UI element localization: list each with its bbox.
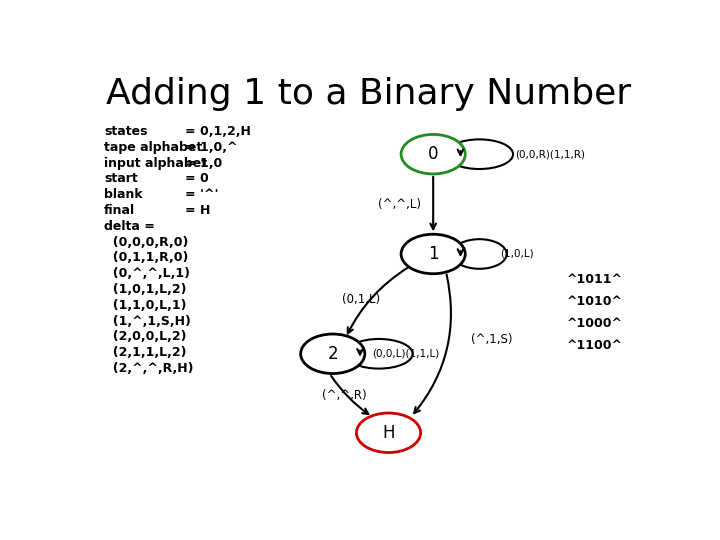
Text: = 0: = 0 [185,172,209,186]
Ellipse shape [356,413,420,453]
Text: H: H [382,424,395,442]
Text: (^,^,R): (^,^,R) [322,389,366,402]
Text: (2,0,0,L,2): (2,0,0,L,2) [104,330,186,343]
Text: = '^': = '^' [185,188,218,201]
Text: tape alphabet: tape alphabet [104,141,202,154]
Text: (0,0,0,R,0): (0,0,0,R,0) [104,235,189,249]
Text: (0,1,1,R,0): (0,1,1,R,0) [104,252,189,265]
Text: = 1,0,^: = 1,0,^ [185,141,238,154]
Text: (1,^,1,S,H): (1,^,1,S,H) [104,315,191,328]
Ellipse shape [301,334,365,374]
Text: delta =: delta = [104,220,155,233]
Ellipse shape [446,139,513,169]
Text: (1,0,L): (1,0,L) [500,249,534,259]
Text: 1: 1 [428,245,438,263]
Text: 2: 2 [328,345,338,363]
Text: (^,^,L): (^,^,L) [378,198,421,211]
Ellipse shape [401,234,465,274]
Text: (2,1,1,L,2): (2,1,1,L,2) [104,346,186,359]
Text: start: start [104,172,138,186]
Text: (1,0,1,L,2): (1,0,1,L,2) [104,283,186,296]
Ellipse shape [346,339,413,369]
Text: (2,^,^,R,H): (2,^,^,R,H) [104,362,194,375]
Text: blank: blank [104,188,143,201]
Text: (0,0,R)(1,1,R): (0,0,R)(1,1,R) [515,149,585,159]
Text: (1,1,0,L,1): (1,1,0,L,1) [104,299,186,312]
Text: states: states [104,125,148,138]
Text: = 0,1,2,H: = 0,1,2,H [185,125,251,138]
Text: (0,^,^,L,1): (0,^,^,L,1) [104,267,190,280]
Text: (0,1,L): (0,1,L) [341,293,379,306]
Text: ^1011^
^1010^
^1000^
^1100^: ^1011^ ^1010^ ^1000^ ^1100^ [567,273,623,352]
Text: = 1,0: = 1,0 [185,157,222,170]
Ellipse shape [401,134,465,174]
Text: Adding 1 to a Binary Number: Adding 1 to a Binary Number [107,77,631,111]
Text: final: final [104,204,135,217]
Text: input alphabet: input alphabet [104,157,207,170]
Text: = H: = H [185,204,210,217]
Text: 0: 0 [428,145,438,163]
Text: (0,0,L)(1,1,L): (0,0,L)(1,1,L) [372,349,440,359]
Ellipse shape [452,239,507,269]
Text: (^,1,S): (^,1,S) [471,333,513,346]
